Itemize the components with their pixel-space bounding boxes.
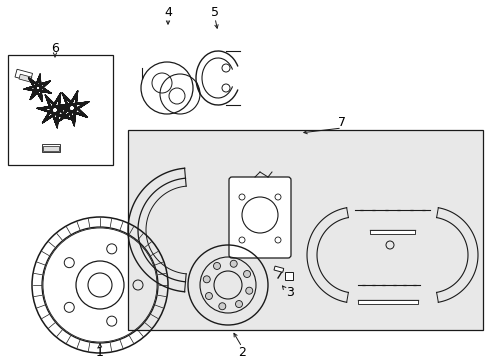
Bar — [15, 69, 33, 81]
Bar — [42, 144, 60, 152]
Bar — [273, 266, 283, 272]
Circle shape — [245, 287, 252, 294]
Circle shape — [230, 260, 237, 267]
Bar — [285, 272, 292, 280]
Text: 3: 3 — [285, 287, 293, 300]
Circle shape — [205, 292, 212, 300]
Text: 2: 2 — [238, 346, 245, 359]
Bar — [128, 130, 482, 330]
Circle shape — [203, 276, 210, 283]
Text: 5: 5 — [210, 5, 219, 18]
Bar — [8, 55, 113, 165]
Bar — [369, 230, 414, 234]
Bar — [19, 74, 32, 82]
Text: 6: 6 — [51, 41, 59, 54]
Circle shape — [218, 303, 225, 310]
FancyBboxPatch shape — [228, 177, 290, 258]
Text: 1: 1 — [96, 346, 104, 359]
Text: 4: 4 — [164, 5, 172, 18]
Text: 7: 7 — [337, 117, 346, 130]
Circle shape — [213, 262, 220, 269]
Bar — [43, 146, 59, 151]
Circle shape — [235, 301, 242, 307]
Bar — [357, 300, 417, 304]
Circle shape — [243, 270, 250, 278]
